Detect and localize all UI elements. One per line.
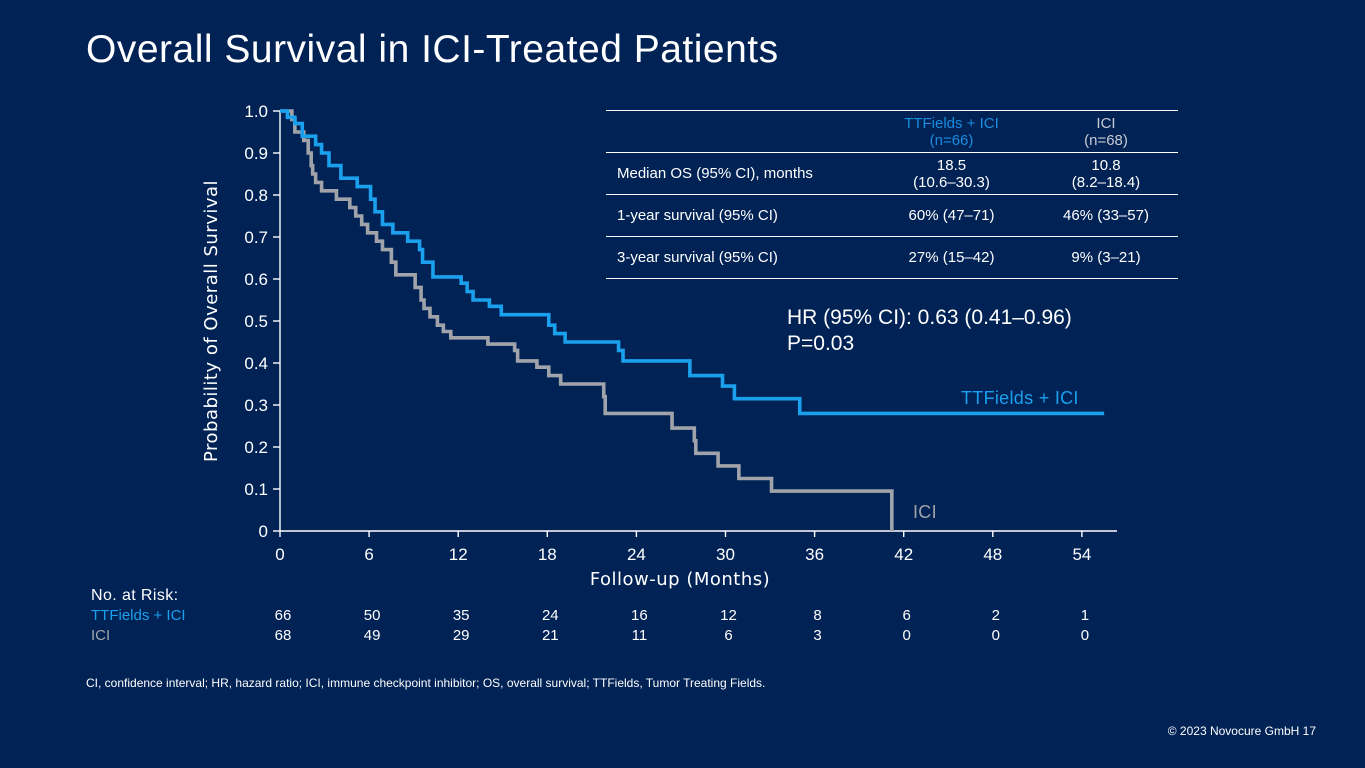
slide-title: Overall Survival in ICI-Treated Patients <box>86 28 779 71</box>
y-tick-label: 0.8 <box>244 186 268 205</box>
at-risk-value: 68 <box>274 627 292 644</box>
footnote: CI, confidence interval; HR, hazard rati… <box>86 676 766 690</box>
row-label: 3-year survival (95% CI) <box>606 236 869 279</box>
at-risk-value: 21 <box>541 627 559 644</box>
at-risk-row-name: TTFields + ICI <box>91 607 186 624</box>
at-risk-value: 0 <box>902 627 911 644</box>
at-risk-value: 50 <box>363 607 381 624</box>
survival-stats-table: TTFields + ICI (n=66) ICI (n=68) Median … <box>606 110 1178 279</box>
y-tick-label: 0.2 <box>244 438 268 457</box>
stats-row-1yr: 1-year survival (95% CI) 60% (47–71) 46%… <box>606 194 1178 237</box>
y-tick-label: 0.9 <box>244 144 268 163</box>
row-label: Median OS (95% CI), months <box>606 152 869 195</box>
at-risk-title: No. at Risk: <box>91 587 179 604</box>
stats-row-median-os: Median OS (95% CI), months 18.5 (10.6–30… <box>606 152 1178 195</box>
x-tick-label: 6 <box>364 545 373 564</box>
median-ttfields-ci: (10.6–30.3) <box>913 173 990 191</box>
y-tick-label: 0 <box>259 522 268 541</box>
at-risk-value: 6 <box>724 627 733 644</box>
x-tick-label: 36 <box>805 545 824 564</box>
at-risk-value: 0 <box>1080 627 1090 644</box>
y-tick-label: 1.0 <box>244 102 268 121</box>
x-tick-label: 42 <box>894 545 913 564</box>
y-tick-label: 0.7 <box>244 228 268 247</box>
at-risk-value: 49 <box>363 627 381 644</box>
header-ici-name: ICI <box>1096 114 1116 132</box>
stats-header-ici: ICI (n=68) <box>1034 110 1178 153</box>
stats-row-3yr: 3-year survival (95% CI) 27% (15–42) 9% … <box>606 236 1178 279</box>
at-risk-value: 6 <box>902 607 911 624</box>
at-risk-value: 1 <box>1080 607 1090 624</box>
at-risk-value: 2 <box>991 607 1000 624</box>
y-tick-label: 0.4 <box>244 354 268 373</box>
hazard-ratio-box: HR (95% CI): 0.63 (0.41–0.96) P=0.03 <box>787 305 1072 357</box>
curve-label-ici: ICI <box>913 502 937 522</box>
at-risk-row-name: ICI <box>91 627 111 644</box>
header-ttfields-n: (n=66) <box>929 131 974 149</box>
at-risk-value: 35 <box>452 607 470 624</box>
header-ici-n: (n=68) <box>1084 131 1128 149</box>
at-risk-value: 11 <box>631 627 648 644</box>
x-tick-label: 0 <box>275 545 284 564</box>
at-risk-row-ttfields: TTFields + ICI 66 50 35 24 16 12 8 6 2 1 <box>91 607 1191 627</box>
at-risk-row-ici: ICI 68 49 29 21 11 6 3 0 0 0 <box>91 627 1191 647</box>
row-ici-value: 9% (3–21) <box>1034 236 1178 279</box>
row-label: 1-year survival (95% CI) <box>606 194 869 237</box>
at-risk-value: 24 <box>541 607 559 624</box>
median-ttfields: 18.5 <box>936 156 967 174</box>
x-tick-label: 48 <box>983 545 1002 564</box>
copyright: © 2023 Novocure GmbH 17 <box>1167 724 1316 738</box>
x-tick-label: 18 <box>538 545 557 564</box>
chart-axes: 0 0.1 0.2 0.3 0.4 0.5 0.6 0.7 0.8 0.9 1.0 0 6 12 18 24 3… <box>244 102 1117 564</box>
curve-ici <box>280 109 894 531</box>
row-ici-value: 46% (33–57) <box>1034 194 1178 237</box>
x-tick-label: 12 <box>449 545 468 564</box>
median-ici-ci: (8.2–18.4) <box>1071 173 1141 191</box>
row-ici-value: 10.8 (8.2–18.4) <box>1034 152 1178 195</box>
x-tick-label: 30 <box>716 545 735 564</box>
survival-curves <box>280 109 1105 531</box>
stats-header-empty <box>606 110 869 153</box>
y-axis-title: Probability of Overall Survival <box>201 180 222 462</box>
at-risk-value: 3 <box>813 627 822 644</box>
stats-header-row: TTFields + ICI (n=66) ICI (n=68) <box>606 110 1178 153</box>
hazard-ratio-text: HR (95% CI): 0.63 (0.41–0.96) <box>787 306 1072 329</box>
row-ttfields-value: 27% (15–42) <box>869 236 1034 279</box>
y-tick-label: 0.5 <box>244 312 268 331</box>
at-risk-value: 29 <box>452 627 470 644</box>
stats-header-ttfields: TTFields + ICI (n=66) <box>869 110 1034 153</box>
row-ttfields-value: 18.5 (10.6–30.3) <box>869 152 1034 195</box>
at-risk-value: 8 <box>813 607 822 624</box>
at-risk-value: 66 <box>274 607 292 624</box>
curve-ttfields <box>280 109 1105 416</box>
median-ici: 10.8 <box>1091 156 1121 174</box>
y-tick-label: 0.6 <box>244 270 268 289</box>
x-tick-label: 54 <box>1072 545 1091 564</box>
p-value-text: P=0.03 <box>787 332 855 355</box>
curve-label-ttfields: TTFields + ICI <box>961 388 1079 408</box>
x-axis-title: Follow-up (Months) <box>590 569 770 590</box>
x-tick-label: 24 <box>627 545 646 564</box>
y-tick-label: 0.3 <box>244 396 268 415</box>
at-risk-value: 16 <box>631 607 648 624</box>
y-tick-label: 0.1 <box>244 480 268 499</box>
row-ttfields-value: 60% (47–71) <box>869 194 1034 237</box>
at-risk-value: 0 <box>991 627 1000 644</box>
header-ttfields-name: TTFields + ICI <box>904 114 999 132</box>
at-risk-value: 12 <box>720 607 737 624</box>
